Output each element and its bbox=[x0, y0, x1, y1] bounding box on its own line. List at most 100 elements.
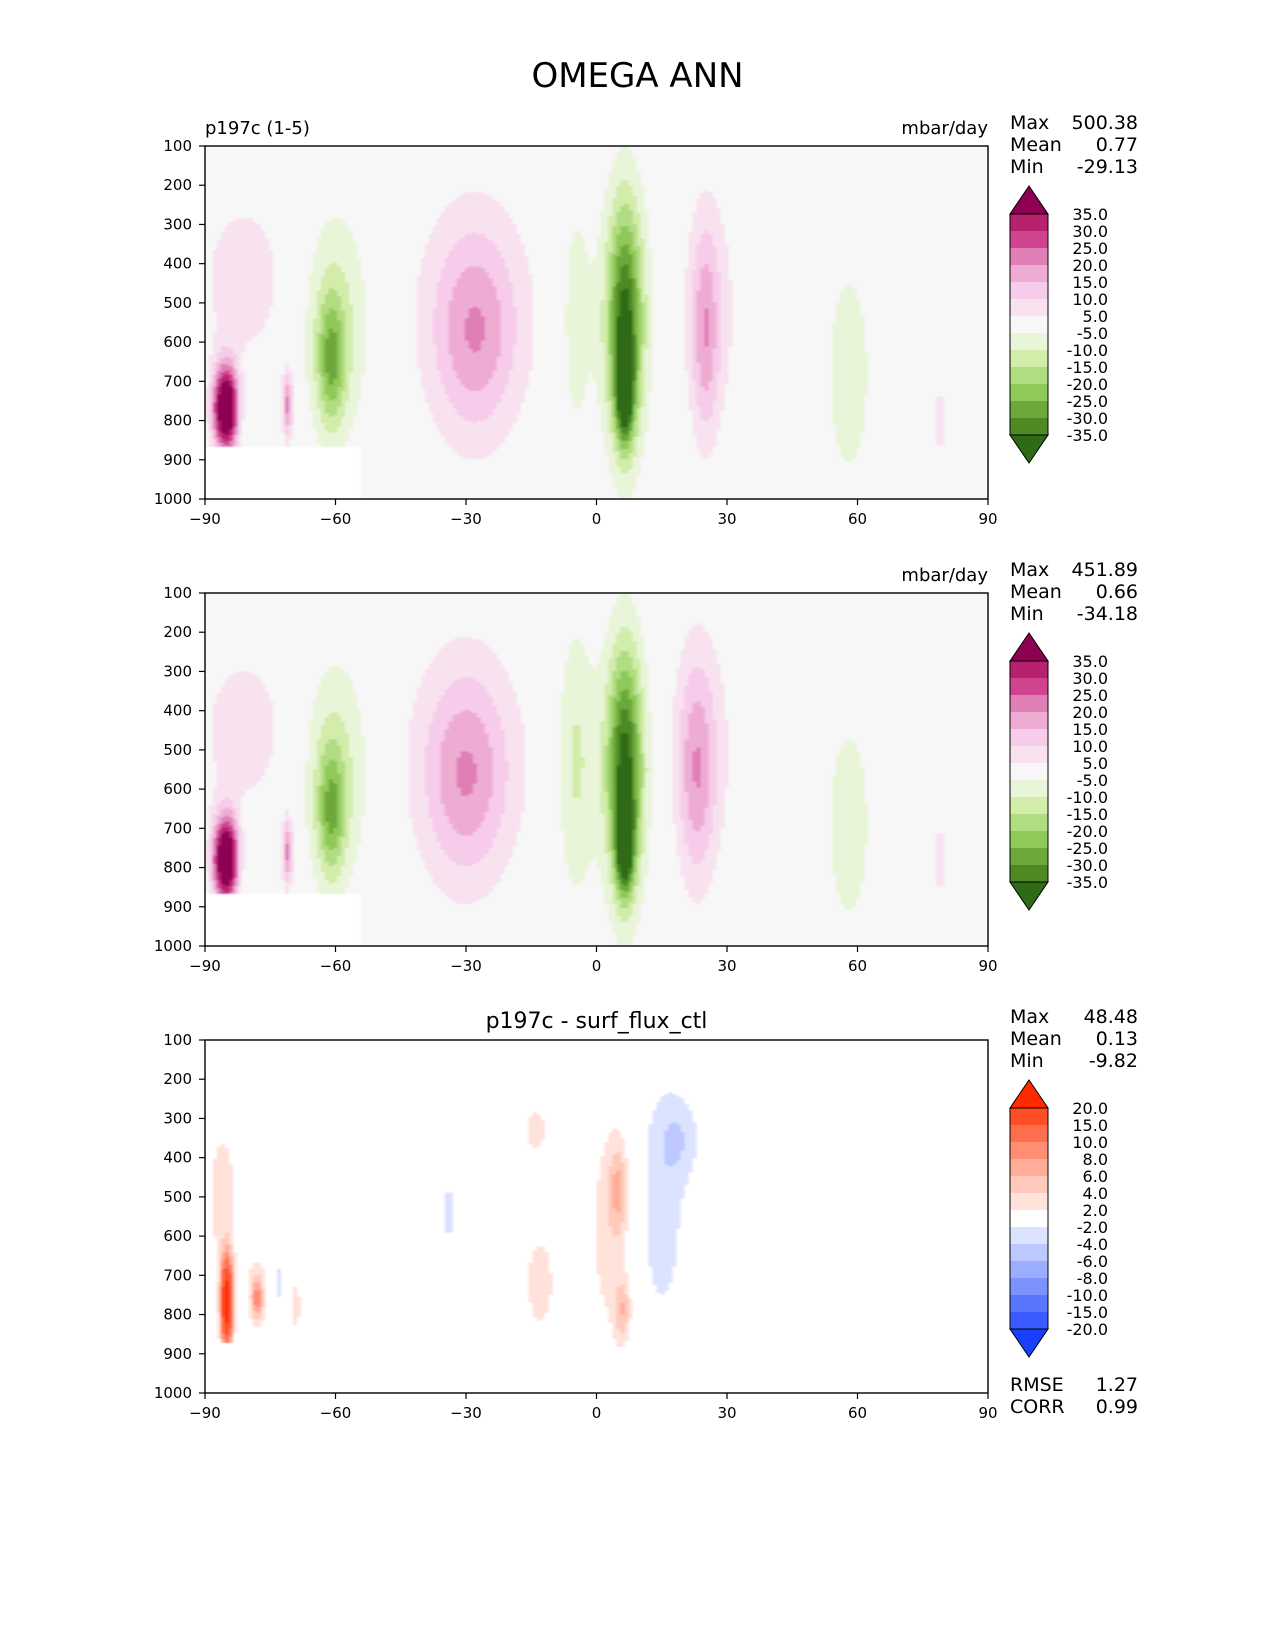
colorbar-label: 35.0 bbox=[1072, 652, 1108, 671]
colorbar-segment bbox=[1010, 1176, 1048, 1193]
colorbar-segment bbox=[1010, 1227, 1048, 1244]
y-tick-label: 200 bbox=[163, 1070, 192, 1088]
colorbar-segment bbox=[1010, 384, 1048, 401]
x-tick-label: 0 bbox=[592, 510, 602, 528]
y-tick-label: 200 bbox=[163, 623, 192, 641]
panel-units: mbar/day bbox=[901, 565, 988, 586]
stat-max-label: Max bbox=[1010, 1006, 1050, 1028]
x-tick-label: −30 bbox=[450, 957, 482, 975]
x-tick-label: −90 bbox=[189, 510, 221, 528]
x-tick-label: −60 bbox=[320, 510, 352, 528]
colorbar-segment bbox=[1010, 1210, 1048, 1227]
x-tick-label: 60 bbox=[848, 1404, 867, 1422]
x-tick-label: −60 bbox=[320, 957, 352, 975]
colorbar-extend-top bbox=[1009, 185, 1049, 215]
colorbar-label: -15.0 bbox=[1067, 805, 1108, 824]
colorbar-extend-bottom bbox=[1009, 1328, 1049, 1358]
stat-max-label: Max bbox=[1010, 112, 1050, 134]
y-tick-label: 1000 bbox=[154, 937, 192, 955]
stat-min-value: -29.13 bbox=[1076, 156, 1138, 178]
colorbar-segment bbox=[1010, 678, 1048, 695]
colorbar-segment bbox=[1010, 418, 1048, 435]
colorbar-segment bbox=[1010, 1261, 1048, 1278]
contour-field bbox=[205, 146, 988, 499]
colorbar-label: 20.0 bbox=[1072, 256, 1108, 275]
colorbar-segment bbox=[1010, 214, 1048, 231]
colorbar-segment bbox=[1010, 797, 1048, 814]
stat-max-value: 451.89 bbox=[1071, 559, 1138, 581]
y-tick-label: 900 bbox=[163, 898, 192, 916]
colorbar-label: 4.0 bbox=[1083, 1184, 1108, 1203]
stats-middle: Max 451.89 Mean 0.66 Min -34.18 bbox=[1010, 559, 1138, 625]
stats-rmse-corr: RMSE 1.27 CORR 0.99 bbox=[1010, 1374, 1138, 1418]
y-tick-label: 700 bbox=[163, 819, 192, 837]
colorbar-label: 30.0 bbox=[1072, 669, 1108, 688]
colorbar-segment bbox=[1010, 265, 1048, 282]
stat-min-value: -34.18 bbox=[1076, 603, 1138, 625]
x-tick-label: 60 bbox=[848, 957, 867, 975]
colorbar-segment bbox=[1010, 865, 1048, 882]
colorbar-label: 5.0 bbox=[1083, 307, 1108, 326]
colorbar-label: -30.0 bbox=[1067, 856, 1108, 875]
y-tick-label: 500 bbox=[163, 294, 192, 312]
stat-min-label: Min bbox=[1010, 156, 1044, 178]
colorbar-segment bbox=[1010, 1159, 1048, 1176]
colorbar-segment bbox=[1010, 729, 1048, 746]
x-tick-label: 30 bbox=[717, 957, 736, 975]
stat-mean-value: 0.13 bbox=[1095, 1028, 1138, 1050]
y-tick-label: 500 bbox=[163, 741, 192, 759]
colorbar-extend-top bbox=[1009, 1079, 1049, 1109]
colorbar-label: 25.0 bbox=[1072, 686, 1108, 705]
colorbar-segment bbox=[1010, 695, 1048, 712]
colorbar-label: 10.0 bbox=[1072, 1133, 1108, 1152]
colorbar-label: 2.0 bbox=[1083, 1201, 1108, 1220]
corr-label: CORR bbox=[1010, 1396, 1065, 1418]
colorbar-segment bbox=[1010, 350, 1048, 367]
contour-field bbox=[205, 1040, 988, 1393]
colorbar-label: -20.0 bbox=[1067, 822, 1108, 841]
x-tick-label: 30 bbox=[717, 510, 736, 528]
x-tick-label: 30 bbox=[717, 1404, 736, 1422]
stat-max-label: Max bbox=[1010, 559, 1050, 581]
colorbar-label: 20.0 bbox=[1072, 703, 1108, 722]
colorbar-label: -10.0 bbox=[1067, 341, 1108, 360]
colorbar-segment bbox=[1010, 1125, 1048, 1142]
colorbar-segment bbox=[1010, 831, 1048, 848]
colorbar-label: -15.0 bbox=[1067, 358, 1108, 377]
stat-mean-value: 0.77 bbox=[1095, 134, 1138, 156]
contour-field bbox=[205, 593, 988, 946]
colorbar-segment bbox=[1010, 248, 1048, 265]
colorbar: 20.015.010.08.06.04.02.0-2.0-4.0-6.0-8.0… bbox=[1009, 1079, 1108, 1358]
x-tick-label: 90 bbox=[978, 510, 997, 528]
colorbar-label: -10.0 bbox=[1067, 1286, 1108, 1305]
y-tick-label: 400 bbox=[163, 1149, 192, 1167]
colorbar-segment bbox=[1010, 282, 1048, 299]
colorbar-label: -15.0 bbox=[1067, 1303, 1108, 1322]
colorbar-extend-bottom bbox=[1009, 434, 1049, 464]
stats-bottom: Max 48.48 Mean 0.13 Min -9.82 bbox=[1010, 1006, 1138, 1072]
colorbar-label: 10.0 bbox=[1072, 737, 1108, 756]
x-tick-label: 0 bbox=[592, 957, 602, 975]
y-tick-label: 500 bbox=[163, 1188, 192, 1206]
stat-min-value: -9.82 bbox=[1088, 1050, 1138, 1072]
colorbar-label: -30.0 bbox=[1067, 409, 1108, 428]
y-tick-label: 1000 bbox=[154, 1384, 192, 1402]
y-tick-label: 100 bbox=[163, 584, 192, 602]
colorbar-segment bbox=[1010, 367, 1048, 384]
stat-mean-value: 0.66 bbox=[1095, 581, 1138, 603]
x-tick-label: −60 bbox=[320, 1404, 352, 1422]
rmse-label: RMSE bbox=[1010, 1374, 1064, 1396]
colorbar-label: -20.0 bbox=[1067, 1320, 1108, 1339]
colorbar-label: -25.0 bbox=[1067, 392, 1108, 411]
colorbar-segment bbox=[1010, 848, 1048, 865]
colorbar-segment bbox=[1010, 746, 1048, 763]
y-tick-label: 400 bbox=[163, 255, 192, 273]
colorbar-label: 8.0 bbox=[1083, 1150, 1108, 1169]
panel-0: −90 −60 −30 0 30 60 90 100 200 300 400 500 600 700 800… bbox=[154, 118, 1108, 528]
colorbar-segment bbox=[1010, 1295, 1048, 1312]
stat-mean-label: Mean bbox=[1010, 1028, 1062, 1050]
colorbar-segment bbox=[1010, 1312, 1048, 1329]
colorbar-frame bbox=[1009, 213, 1049, 436]
stat-min-label: Min bbox=[1010, 1050, 1044, 1072]
